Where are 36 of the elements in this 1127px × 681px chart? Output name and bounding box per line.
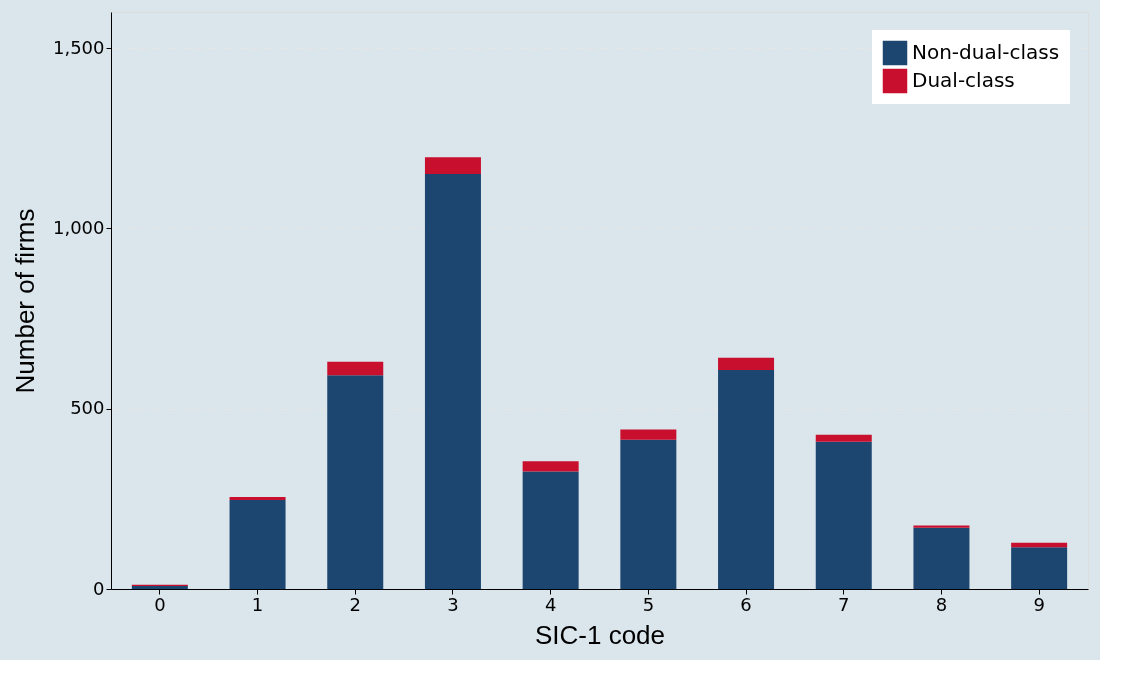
y-tick-label: 1,500 (52, 36, 105, 58)
legend-label: Dual-class (912, 68, 1015, 92)
bar (229, 499, 286, 589)
x-tick-label: 0 (154, 593, 166, 615)
y-tick-label: 0 (93, 577, 105, 599)
y-tick-label: 1,000 (52, 216, 105, 238)
bar (327, 361, 384, 376)
x-axis-title: SIC-1 code (534, 619, 666, 650)
bar (718, 370, 775, 589)
x-tick-label: 3 (447, 593, 459, 615)
bar (424, 157, 481, 174)
bar (913, 525, 970, 528)
x-tick-label: 7 (838, 593, 850, 615)
bar (815, 434, 872, 442)
bar (424, 173, 481, 589)
bar (620, 429, 677, 440)
legend-label: Non-dual-class (912, 40, 1060, 64)
bar (327, 375, 384, 589)
bar (1011, 542, 1068, 548)
x-tick-label: 8 (935, 593, 948, 615)
x-tick-label: 6 (740, 593, 752, 615)
x-tick-label: 2 (349, 593, 361, 615)
x-tick-label: 9 (1033, 593, 1045, 615)
bar (229, 497, 286, 500)
bar (522, 461, 579, 472)
bar (718, 357, 775, 371)
y-tick-label: 500 (70, 397, 105, 419)
bar (522, 471, 579, 589)
x-tick-label: 5 (642, 593, 655, 615)
x-tick-label: 1 (251, 593, 264, 615)
bar (913, 527, 970, 589)
x-tick-label: 4 (544, 593, 557, 615)
bar (620, 439, 677, 589)
bar (1011, 547, 1068, 589)
y-axis-title: Number of firms (9, 208, 40, 394)
bar (815, 441, 872, 589)
